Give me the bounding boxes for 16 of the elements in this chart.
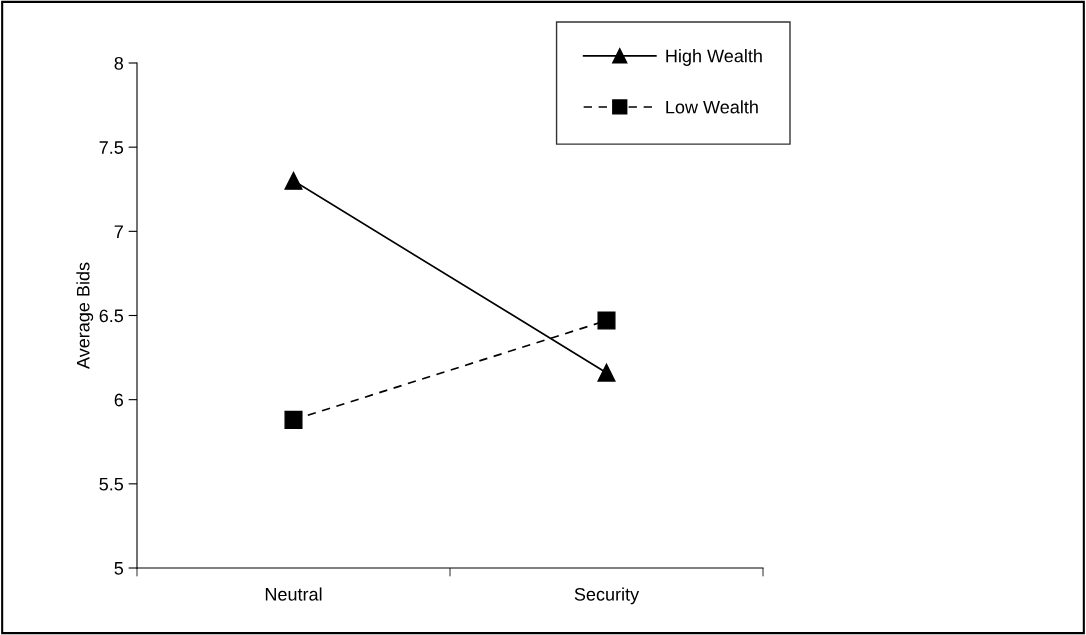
y-tick-label: 6 xyxy=(114,393,124,407)
x-tick-label: Security xyxy=(574,587,640,605)
y-tick-label: 7 xyxy=(114,225,123,238)
x-tick-label: Neutral xyxy=(265,587,322,601)
legend-label: High Wealth xyxy=(666,49,762,66)
y-tick-label: 7.5 xyxy=(99,141,124,154)
y-tick-label: 6.5 xyxy=(99,309,124,323)
point xyxy=(597,363,616,382)
y-tick-label: 5 xyxy=(114,562,124,575)
point xyxy=(284,410,303,429)
point xyxy=(284,171,303,190)
y-tick-label: 8 xyxy=(114,56,124,70)
y-axis-title: Average Bids xyxy=(76,262,94,369)
legend-label: Low Wealth xyxy=(666,100,758,114)
point xyxy=(597,311,616,330)
y-tick-label: 5.5 xyxy=(99,477,124,491)
